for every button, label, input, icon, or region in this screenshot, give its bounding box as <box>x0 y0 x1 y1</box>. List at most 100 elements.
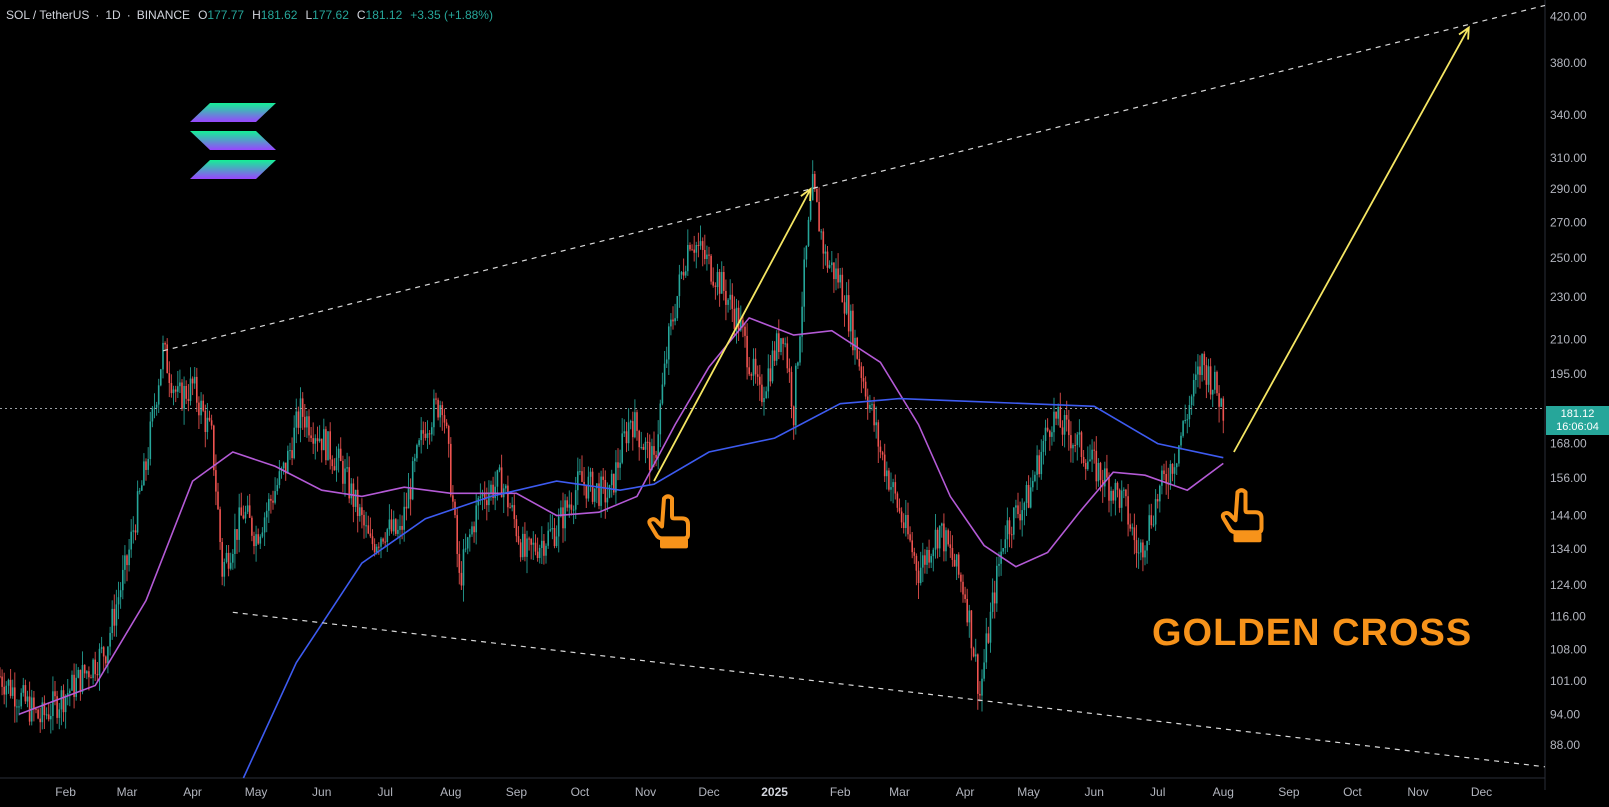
candle <box>526 530 528 574</box>
candle <box>356 476 359 533</box>
candle <box>589 467 592 492</box>
interval[interactable]: 1D <box>105 8 121 22</box>
candle <box>1156 493 1159 509</box>
candle <box>790 366 793 419</box>
candle-body <box>471 526 473 535</box>
candle-body <box>678 274 681 297</box>
candle-body <box>1101 480 1104 487</box>
candle <box>1008 517 1011 548</box>
candle <box>820 229 822 240</box>
candle <box>957 552 960 579</box>
candle <box>164 341 166 352</box>
candle-body <box>483 492 486 501</box>
candle-body <box>382 538 384 542</box>
x-tick-label: May <box>245 785 268 799</box>
candle <box>386 527 389 552</box>
candle-body <box>354 489 357 507</box>
candle-body <box>225 552 228 562</box>
candle-body <box>917 570 920 583</box>
candle-body <box>111 608 113 633</box>
candle-body <box>1002 548 1004 552</box>
candle <box>1072 443 1074 463</box>
candle <box>773 341 776 366</box>
candle <box>949 530 952 558</box>
candle-body <box>426 433 429 438</box>
candle-body <box>1051 432 1053 437</box>
candle <box>236 529 238 554</box>
candle-body <box>989 611 992 643</box>
candle <box>428 430 431 445</box>
candle-body <box>392 519 395 532</box>
candle <box>991 578 994 619</box>
candle <box>329 422 331 470</box>
candle-body <box>62 690 65 713</box>
candle-body <box>756 374 759 377</box>
candle <box>606 482 609 512</box>
candle-body <box>883 454 886 477</box>
candle-body <box>7 679 10 686</box>
candle <box>172 385 175 406</box>
candle <box>69 688 71 707</box>
candle <box>462 539 465 602</box>
candle <box>653 431 655 468</box>
candle-body <box>1038 455 1040 475</box>
candle <box>519 538 522 562</box>
candle <box>947 528 949 547</box>
candle-body <box>433 398 435 428</box>
candle-body <box>1053 411 1055 433</box>
candle <box>896 491 899 513</box>
candle <box>974 638 977 662</box>
y-tick-label: 108.00 <box>1550 643 1587 657</box>
y-tick-label: 134.00 <box>1550 542 1587 556</box>
candle-body <box>1084 463 1087 470</box>
candle <box>14 672 16 723</box>
candle <box>1207 358 1210 393</box>
candle <box>905 500 907 537</box>
candle <box>644 437 647 464</box>
candle-body <box>318 438 321 442</box>
candle <box>26 690 29 708</box>
candle-body <box>113 608 116 626</box>
x-tick-label: Sep <box>506 785 528 799</box>
candle <box>926 546 928 574</box>
candle-body <box>983 662 985 679</box>
candle <box>1195 361 1197 394</box>
candle-body <box>1205 365 1208 385</box>
candle <box>1063 410 1066 448</box>
candle <box>244 505 247 524</box>
symbol-name[interactable]: SOL / TetherUS <box>6 8 90 22</box>
candle-body <box>1013 507 1015 535</box>
candle-body <box>866 396 869 409</box>
candle-body <box>378 546 380 548</box>
candle-body <box>272 500 274 503</box>
candle-body <box>494 486 496 499</box>
candle <box>513 494 516 528</box>
candle <box>416 443 418 462</box>
candle <box>566 496 568 512</box>
candle <box>411 456 414 501</box>
candle <box>909 526 911 543</box>
candle-body <box>316 438 319 442</box>
candle <box>117 581 120 620</box>
candle-body <box>640 447 643 448</box>
candle-body <box>1065 415 1068 420</box>
candle-body <box>892 482 894 488</box>
candle-body <box>615 462 617 493</box>
candle <box>1023 501 1026 526</box>
candle-body <box>553 528 556 547</box>
candle-body <box>147 459 149 470</box>
candle-body <box>822 231 825 254</box>
projection-arrows <box>653 25 1470 482</box>
candle-body <box>519 542 522 558</box>
candle <box>693 235 695 262</box>
candle <box>871 402 873 411</box>
candle-body <box>304 416 306 428</box>
candle-body <box>282 462 285 469</box>
channel-upper-line <box>162 4 1546 352</box>
candle <box>189 367 192 406</box>
candle <box>701 237 704 267</box>
candle-body <box>1211 389 1214 395</box>
x-tick-label: Mar <box>117 785 138 799</box>
candle <box>985 617 988 669</box>
